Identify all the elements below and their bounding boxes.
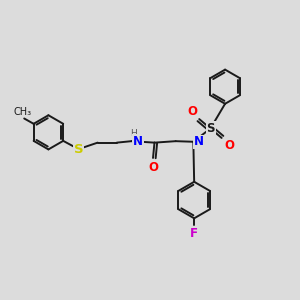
Text: O: O — [148, 161, 158, 174]
Text: S: S — [206, 122, 215, 135]
Text: N: N — [194, 135, 204, 148]
Text: H: H — [130, 129, 137, 138]
Text: O: O — [187, 105, 197, 118]
Text: S: S — [74, 142, 83, 156]
Text: O: O — [224, 140, 234, 152]
Text: F: F — [190, 226, 198, 240]
Text: N: N — [133, 135, 143, 148]
Text: CH₃: CH₃ — [14, 107, 32, 117]
